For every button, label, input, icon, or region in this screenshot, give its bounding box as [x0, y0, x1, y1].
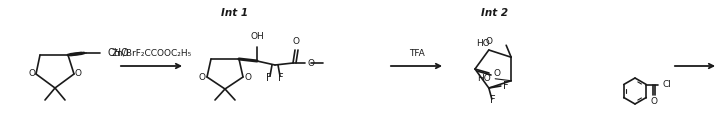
Text: HO: HO [478, 74, 492, 83]
Text: F: F [490, 95, 496, 105]
Text: O: O [198, 72, 205, 81]
Text: F: F [503, 81, 508, 91]
Text: O: O [245, 72, 251, 81]
Text: OH: OH [250, 32, 264, 41]
Text: O: O [293, 37, 300, 46]
Text: O: O [493, 70, 500, 78]
Text: Zn/BrF₂CCOOC₂H₅: Zn/BrF₂CCOOC₂H₅ [111, 49, 192, 58]
Text: O: O [650, 97, 658, 107]
Text: O: O [485, 37, 492, 46]
Text: HO: HO [476, 39, 490, 48]
Text: Int 1: Int 1 [221, 8, 248, 18]
Text: F: F [266, 73, 272, 83]
Text: O: O [28, 70, 36, 78]
Text: Int 2: Int 2 [481, 8, 508, 18]
Text: O: O [307, 59, 314, 67]
Text: Cl: Cl [662, 80, 671, 89]
Text: F: F [278, 73, 284, 83]
Text: TFA: TFA [409, 49, 425, 58]
Text: O: O [75, 70, 81, 78]
Text: CHO: CHO [108, 48, 130, 58]
